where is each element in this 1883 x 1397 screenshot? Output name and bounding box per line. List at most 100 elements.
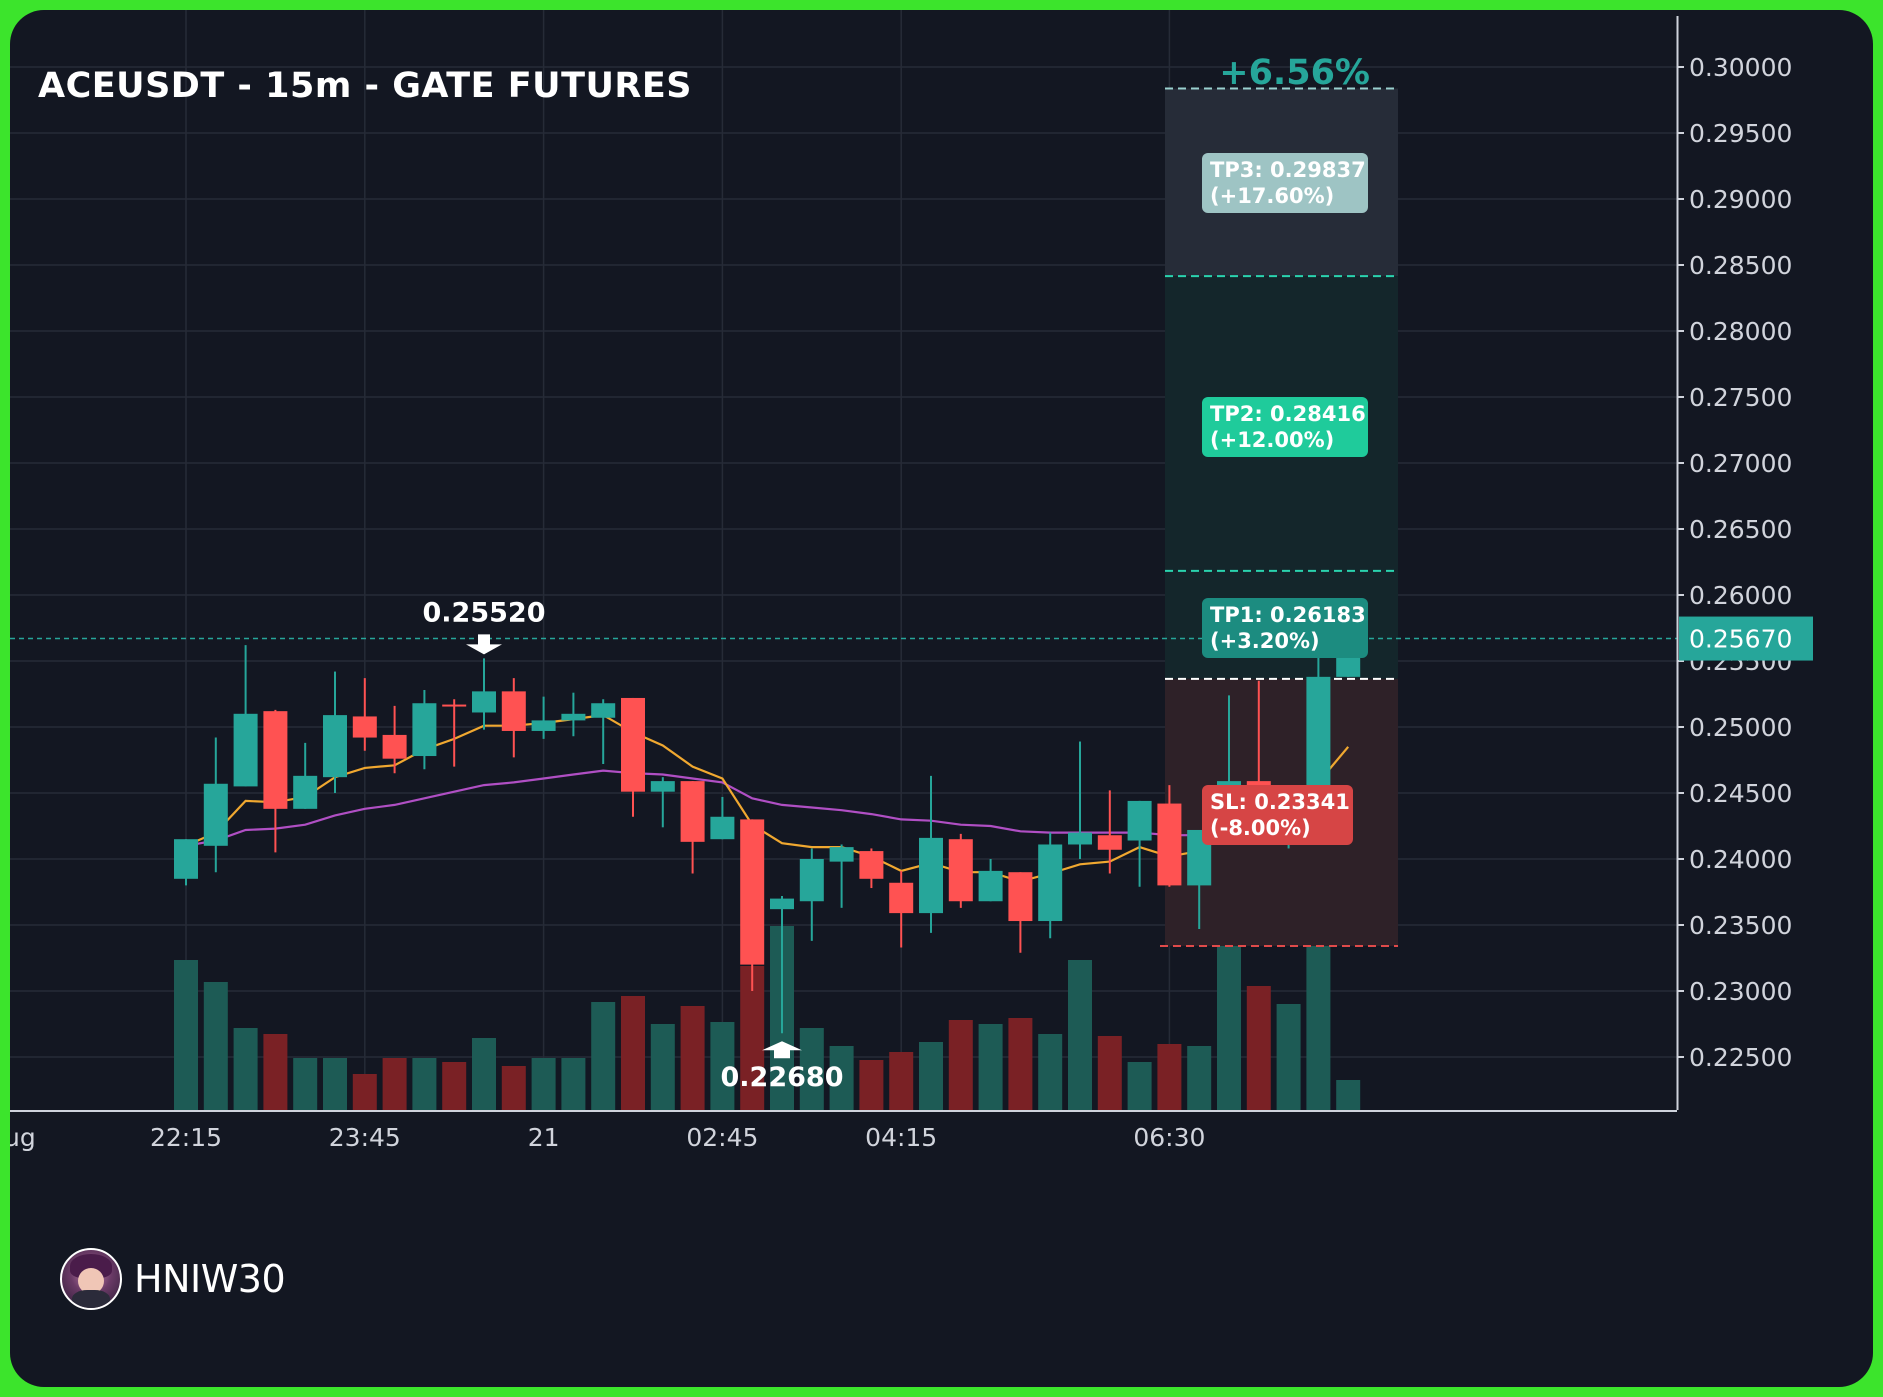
candle bbox=[621, 697, 645, 817]
candle-body bbox=[710, 816, 735, 840]
candle-body bbox=[591, 703, 616, 718]
gain-label: +6.56% bbox=[1219, 53, 1370, 93]
candle bbox=[501, 678, 526, 758]
candle-body bbox=[174, 839, 198, 879]
tp2-label-box bbox=[1202, 397, 1368, 457]
candles bbox=[174, 637, 1361, 1034]
candle bbox=[948, 833, 973, 908]
tp1-label: TP1: 0.26183(+3.20%) bbox=[1202, 598, 1368, 658]
volume-bar bbox=[621, 996, 645, 1110]
candle bbox=[650, 777, 675, 828]
candle bbox=[1157, 785, 1182, 887]
volume-bar bbox=[710, 1022, 735, 1110]
volume-bar bbox=[978, 1024, 1003, 1110]
volume-bar bbox=[1097, 1036, 1122, 1110]
candle bbox=[203, 737, 228, 873]
candle bbox=[1097, 790, 1122, 874]
candle-body bbox=[203, 783, 228, 846]
candle bbox=[1068, 741, 1092, 859]
candle-body bbox=[531, 720, 556, 731]
sl-label-pct: (-8.00%) bbox=[1210, 816, 1311, 840]
ma-slow-line bbox=[185, 769, 1349, 847]
candle bbox=[680, 781, 705, 874]
candle bbox=[1127, 800, 1152, 887]
tp2-label-price: TP2: 0.28416 bbox=[1210, 402, 1366, 426]
candle-body bbox=[799, 859, 824, 902]
volume-bar bbox=[233, 1028, 258, 1110]
watermark: HNIW30 bbox=[60, 1248, 286, 1310]
volume-bar bbox=[382, 1058, 407, 1110]
candle bbox=[859, 848, 884, 889]
candle-body bbox=[472, 691, 496, 713]
candle-body bbox=[978, 870, 1003, 902]
ma-fast-line bbox=[185, 713, 1350, 883]
candle-body bbox=[919, 837, 943, 914]
tp1-label-pct: (+3.20%) bbox=[1210, 629, 1320, 653]
volume-bar bbox=[352, 1074, 377, 1110]
candle bbox=[799, 848, 824, 941]
candle-body bbox=[621, 697, 645, 792]
candle bbox=[919, 775, 943, 933]
volume-bar bbox=[293, 1058, 318, 1110]
candle-body bbox=[352, 716, 377, 738]
candle bbox=[740, 819, 765, 991]
candle bbox=[531, 696, 556, 739]
volume-bar bbox=[680, 1006, 705, 1110]
tp3-label-price: TP3: 0.29837 bbox=[1210, 158, 1366, 182]
price-tick-label: 0.28000 bbox=[1689, 317, 1792, 346]
time-tick-label: 23:45 bbox=[329, 1123, 401, 1152]
annotations: 0.25520 0.22680 +6.56% TP3: 0.29837(+17.60%… bbox=[423, 53, 1370, 1093]
tp3-label: TP3: 0.29837(+17.60%) bbox=[1202, 153, 1368, 213]
candle bbox=[412, 690, 437, 770]
volume-bar bbox=[531, 1058, 556, 1110]
tp3-label-box bbox=[1202, 153, 1368, 213]
volume-bar bbox=[889, 1052, 914, 1110]
time-tick-label: 04:15 bbox=[865, 1123, 937, 1152]
candle bbox=[978, 859, 1003, 902]
tp1-label-box bbox=[1202, 598, 1368, 658]
volume-bar bbox=[1157, 1044, 1182, 1110]
candle-body bbox=[501, 691, 526, 731]
candle bbox=[889, 870, 914, 948]
volume-bar bbox=[263, 1034, 288, 1110]
sl-label-price: SL: 0.23341 bbox=[1210, 790, 1350, 814]
candle-body bbox=[740, 819, 765, 965]
candle-body bbox=[382, 734, 407, 759]
volume-bar bbox=[412, 1058, 437, 1110]
candle bbox=[1306, 637, 1331, 805]
candle-body bbox=[829, 847, 854, 862]
candle bbox=[382, 705, 407, 774]
volume-bar bbox=[1068, 960, 1092, 1110]
price-tick-label: 0.24000 bbox=[1689, 845, 1792, 874]
chart-title: ACEUSDT - 15m - GATE FUTURES bbox=[38, 66, 692, 106]
tp1-label-price: TP1: 0.26183 bbox=[1210, 603, 1366, 627]
time-tick-label: 02:45 bbox=[686, 1123, 758, 1152]
price-tick-label: 0.24500 bbox=[1689, 779, 1792, 808]
volume-bar bbox=[174, 960, 198, 1110]
price-tick-label: 0.23000 bbox=[1689, 977, 1792, 1006]
price-tick-label: 0.22500 bbox=[1689, 1043, 1792, 1072]
watermark-name: HNIW30 bbox=[134, 1257, 286, 1301]
current-price-label: 0.25670 bbox=[1689, 625, 1792, 654]
grid bbox=[10, 10, 1677, 1110]
price-tick-label: 0.27000 bbox=[1689, 449, 1792, 478]
volume-bar bbox=[650, 1024, 675, 1110]
candle-body bbox=[1306, 676, 1331, 792]
candle-body bbox=[323, 715, 347, 778]
time-tick-label: 06:30 bbox=[1133, 1123, 1205, 1152]
price-chart[interactable]: 0.25520 0.22680 +6.56% TP3: 0.29837(+17.60%… bbox=[10, 10, 1873, 1387]
volume-bar bbox=[1187, 1046, 1212, 1110]
price-tick-label: 0.26500 bbox=[1689, 515, 1792, 544]
candle bbox=[174, 839, 198, 886]
candle-body bbox=[1127, 800, 1152, 841]
price-axis: 0.30000 0.29500 0.29000 0.28500 0.28000 0.275… bbox=[10, 16, 1813, 1152]
target-zones bbox=[10, 87, 1677, 947]
low-marker-label: 0.22680 bbox=[721, 1062, 844, 1093]
price-tick-label: 0.29500 bbox=[1689, 119, 1792, 148]
volume-bar bbox=[501, 1066, 526, 1110]
chart-frame: 0.25520 0.22680 +6.56% TP3: 0.29837 (+17.60%… bbox=[10, 10, 1873, 1387]
volume-bar bbox=[1306, 934, 1331, 1110]
price-tick-label: 0.27500 bbox=[1689, 383, 1792, 412]
candle bbox=[591, 699, 616, 764]
candle-body bbox=[948, 839, 973, 902]
